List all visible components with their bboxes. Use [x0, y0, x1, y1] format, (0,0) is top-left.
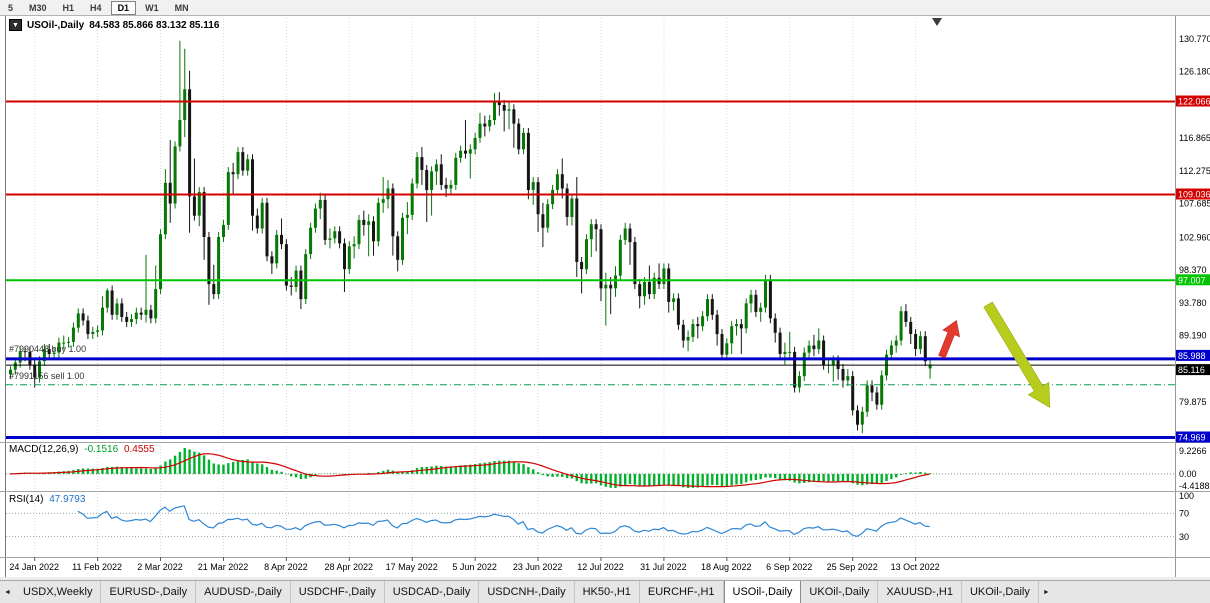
svg-text:89.190: 89.190: [1179, 331, 1207, 341]
tab-audusd-daily[interactable]: AUDUSD-,Daily: [196, 581, 291, 603]
svg-text:74.969: 74.969: [1178, 433, 1206, 443]
tabs-scroll-left-icon[interactable]: ◄: [4, 588, 11, 596]
svg-text:79.875: 79.875: [1179, 397, 1207, 407]
rsi-value: 47.9793: [49, 494, 86, 505]
tab-xauusd-h1[interactable]: XAUUSD-,H1: [878, 581, 962, 603]
tab-eurusd-daily[interactable]: EURUSD-,Daily: [101, 581, 197, 603]
svg-text:9.2266: 9.2266: [1179, 446, 1207, 456]
chart-title: ▼ USOil-,Daily 84.583 85.866 83.132 85.1…: [9, 19, 219, 31]
svg-text:130.770: 130.770: [1179, 34, 1210, 44]
svg-text:5 Jun 2022: 5 Jun 2022: [452, 562, 497, 572]
svg-text:85.116: 85.116: [1178, 365, 1205, 375]
timeframe-d1[interactable]: D1: [110, 0, 137, 15]
rsi-name: RSI(14): [9, 494, 44, 505]
svg-text:126.180: 126.180: [1179, 67, 1210, 77]
svg-text:25 Sep 2022: 25 Sep 2022: [827, 562, 878, 572]
svg-text:102.960: 102.960: [1179, 232, 1210, 242]
macd-panel: [6, 448, 1175, 488]
svg-text:31 Jul 2022: 31 Jul 2022: [640, 562, 687, 572]
svg-text:2 Mar 2022: 2 Mar 2022: [137, 562, 183, 572]
status-strip: [0, 577, 1210, 580]
svg-text:8 Apr 2022: 8 Apr 2022: [264, 562, 308, 572]
svg-text:13 Oct 2022: 13 Oct 2022: [891, 562, 940, 572]
timeframe-h1[interactable]: H1: [62, 2, 75, 13]
shift-marker-icon: [932, 18, 942, 26]
chart-tabs-bar: ◄ USDX,Weekly EURUSD-,Daily AUDUSD-,Daily U…: [0, 580, 1210, 603]
tab-usdx-weekly[interactable]: USDX,Weekly: [15, 581, 102, 603]
tab-ukoil-daily[interactable]: UKOil-,Daily: [801, 581, 879, 603]
macd-main-value: -0.1516: [84, 444, 119, 455]
chart-ohlc-values: 84.583 85.866 83.132 85.116: [89, 19, 220, 31]
svg-text:24 Jan 2022: 24 Jan 2022: [9, 562, 59, 572]
tab-usdcnh-daily[interactable]: USDCNH-,Daily: [479, 581, 575, 603]
panel-frames: [0, 16, 1210, 577]
macd-name: MACD(12,26,9): [9, 444, 79, 455]
svg-text:6 Sep 2022: 6 Sep 2022: [766, 562, 812, 572]
rsi-panel: [6, 505, 1175, 538]
svg-text:-4.4188: -4.4188: [1179, 481, 1210, 491]
gridlines: [34, 18, 917, 556]
tab-eurchf-h1[interactable]: EURCHF-,H1: [640, 581, 724, 603]
svg-text:28 Apr 2022: 28 Apr 2022: [325, 562, 374, 572]
svg-text:30: 30: [1179, 532, 1189, 542]
tabs-holder: USDX,Weekly EURUSD-,Daily AUDUSD-,Daily USD…: [15, 581, 1039, 603]
tab-usoil-daily[interactable]: USOil-,Daily: [723, 581, 802, 603]
annotations: [932, 18, 1060, 413]
macd-indicator-label: MACD(12,26,9) -0.1516 0.4555: [9, 444, 155, 455]
bearish-arrow[interactable]: [978, 298, 1060, 413]
price-axis[interactable]: 130.770 126.180 116.865 112.275 107.685 102.9…: [1176, 34, 1210, 542]
timeframe-mn[interactable]: MN: [174, 2, 189, 13]
sell-order-label: #7991156 sell 1.00: [9, 371, 85, 381]
timeframe-toolbar: 5 M30 H1 H4 D1 W1 MN: [0, 0, 1210, 16]
timeframe-h4[interactable]: H4: [90, 2, 102, 13]
svg-text:100: 100: [1179, 491, 1194, 501]
svg-text:18 Aug 2022: 18 Aug 2022: [701, 562, 752, 572]
svg-text:85.988: 85.988: [1178, 351, 1206, 361]
svg-text:17 May 2022: 17 May 2022: [386, 562, 438, 572]
tab-hk50-h1[interactable]: HK50-,H1: [575, 581, 640, 603]
svg-text:98.370: 98.370: [1179, 265, 1207, 275]
svg-text:70: 70: [1179, 509, 1189, 519]
rsi-indicator-label: RSI(14) 47.9793: [9, 494, 85, 505]
svg-text:109.036: 109.036: [1178, 190, 1210, 200]
svg-text:12 Jul 2022: 12 Jul 2022: [577, 562, 624, 572]
tab-usdcad-daily[interactable]: USDCAD-,Daily: [385, 581, 480, 603]
bullish-arrow[interactable]: [934, 317, 965, 360]
svg-text:97.007: 97.007: [1178, 275, 1206, 285]
svg-text:122.066: 122.066: [1178, 97, 1210, 107]
timeframe-5[interactable]: 5: [8, 2, 14, 13]
candlestick-series: [9, 40, 932, 434]
svg-text:0.00: 0.00: [1179, 469, 1197, 479]
svg-text:116.865: 116.865: [1179, 133, 1210, 143]
timeframe-m30[interactable]: M30: [29, 2, 47, 13]
svg-text:21 Mar 2022: 21 Mar 2022: [198, 562, 249, 572]
timeframe-w1[interactable]: W1: [145, 2, 159, 13]
date-axis[interactable]: 24 Jan 2022 11 Feb 2022 2 Mar 2022 21 Mar 2…: [9, 557, 940, 572]
chart-symbol-period: USOil-,Daily: [27, 19, 85, 31]
chart-dropdown-icon[interactable]: ▼: [9, 19, 22, 31]
svg-text:93.780: 93.780: [1179, 298, 1207, 308]
horizontal-levels: [6, 100, 1175, 439]
svg-text:112.275: 112.275: [1179, 166, 1210, 176]
svg-text:107.685: 107.685: [1179, 199, 1210, 209]
tab-ukoil-daily[interactable]: UKOil-,Daily: [962, 581, 1039, 603]
svg-text:23 Jun 2022: 23 Jun 2022: [513, 562, 563, 572]
svg-text:11 Feb 2022: 11 Feb 2022: [72, 562, 122, 572]
tabs-scroll-right-icon[interactable]: ►: [1042, 588, 1050, 596]
tab-usdchf-daily[interactable]: USDCHF-,Daily: [291, 581, 385, 603]
buy-order-label: #7990448 buy 1.00: [9, 344, 87, 354]
macd-signal-value: 0.4555: [123, 444, 155, 455]
